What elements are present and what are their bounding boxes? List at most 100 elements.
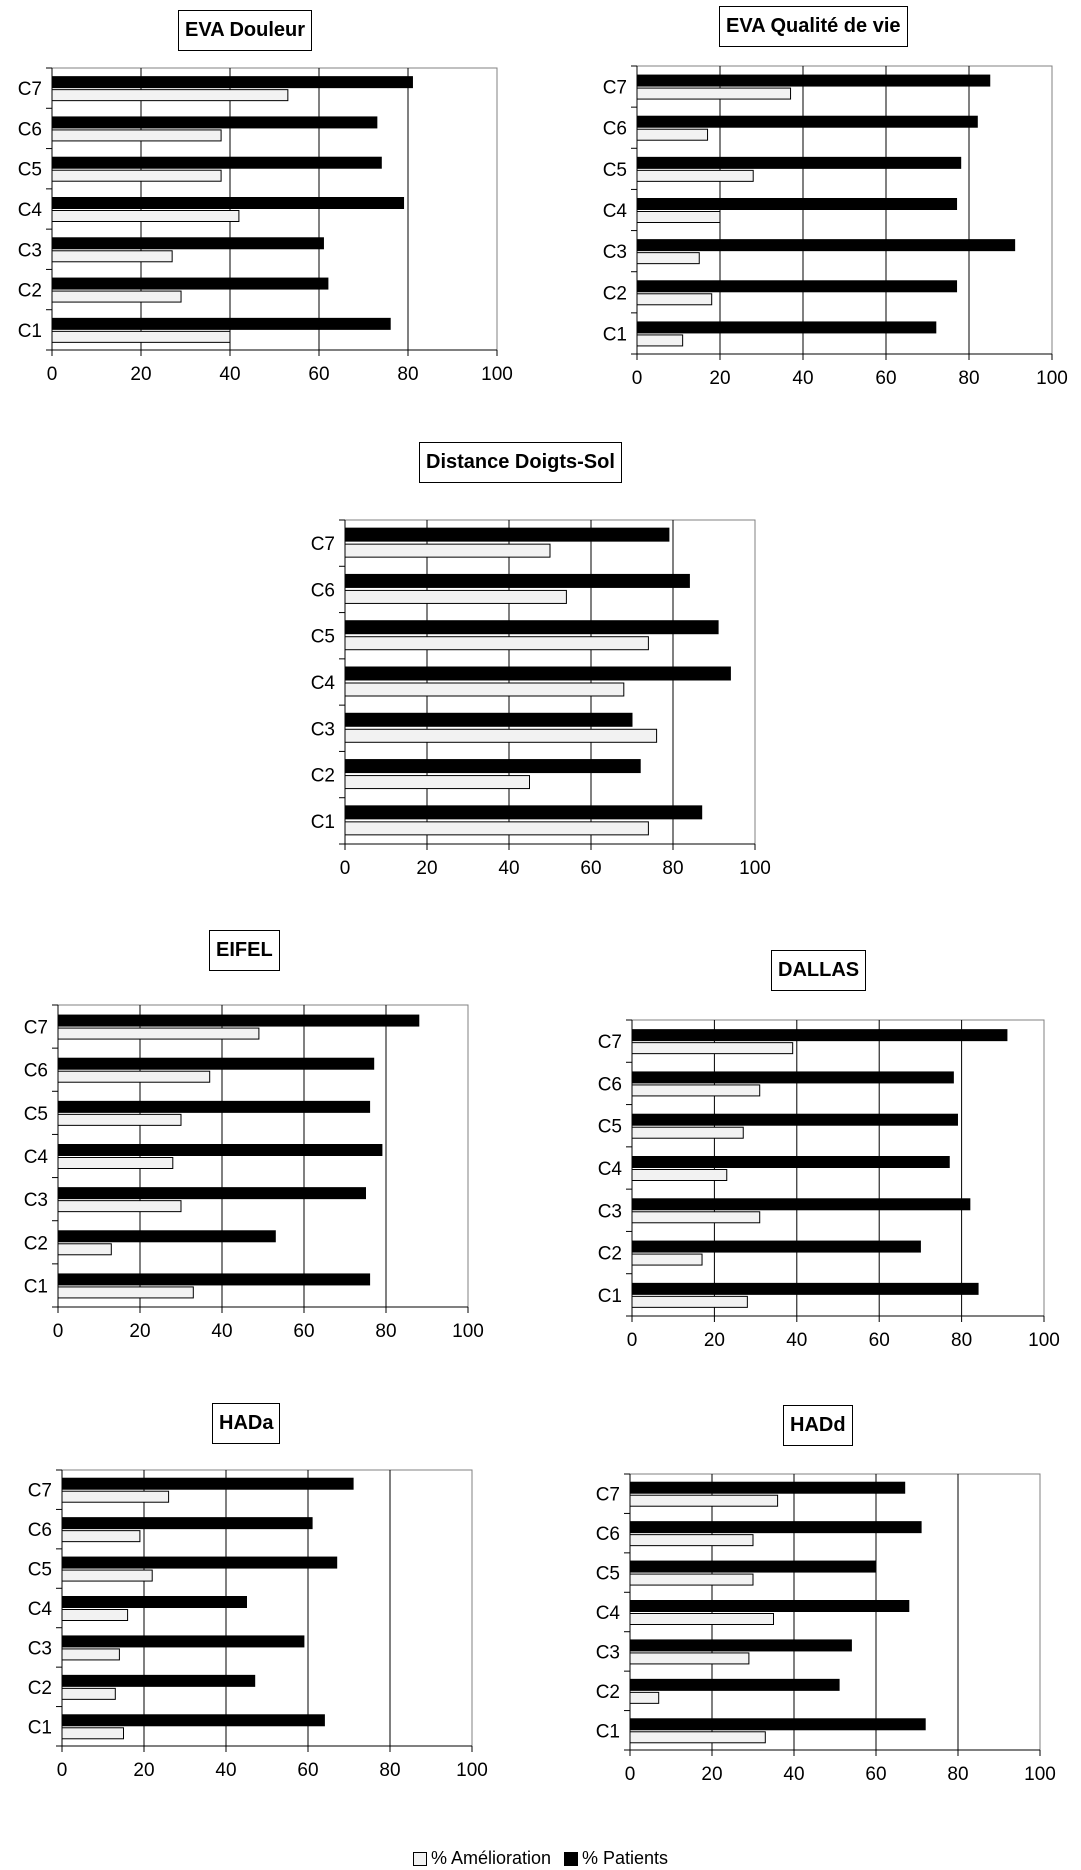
x-tick-label: 20 <box>701 1764 722 1785</box>
x-tick-label: 0 <box>627 1330 638 1351</box>
legend-swatch-amelioration <box>412 1852 427 1867</box>
y-tick-label: C5 <box>311 627 335 648</box>
chart-panel-hadd: HADd 0 20 40 60 80 100 C1 C2 C3 C4 C5 C6 C7 <box>585 0 1081 1840</box>
x-tick-label: 60 <box>293 1321 314 1342</box>
bar-patients <box>631 1113 958 1126</box>
bar-amelioration <box>344 636 649 651</box>
bar-amelioration <box>636 87 792 100</box>
bar-patients <box>631 1198 971 1211</box>
bar-patients <box>344 620 719 635</box>
x-tick-label: 0 <box>53 1321 64 1342</box>
x-tick-label: 20 <box>709 368 730 389</box>
x-tick-label: 100 <box>1028 1330 1060 1351</box>
bar-patients <box>344 666 731 681</box>
y-tick-label: C4 <box>24 1147 49 1168</box>
y-tick-label: C6 <box>28 1520 52 1541</box>
x-tick-label: 40 <box>498 858 519 879</box>
x-tick-label: 80 <box>951 1330 972 1351</box>
bar-patients <box>629 1481 906 1494</box>
y-tick-label: C1 <box>598 1286 622 1307</box>
bar-amelioration <box>344 589 567 604</box>
bar-patients <box>61 1517 313 1530</box>
chart-svg: 0 20 40 60 80 100 C1 C2 C3 C4 C5 C6 C7 <box>18 67 513 385</box>
bar-amelioration <box>61 1569 153 1582</box>
x-tick-label: 80 <box>947 1764 968 1785</box>
legend-item-amelioration: % Amélioration <box>412 1848 556 1868</box>
x-tick-label: 40 <box>211 1321 232 1342</box>
bar-amelioration <box>344 775 530 790</box>
bar-patients <box>61 1596 247 1608</box>
y-tick-label: C1 <box>18 321 42 342</box>
bar-patients <box>61 1556 338 1569</box>
y-tick-label: C6 <box>311 580 335 601</box>
x-tick-label: 80 <box>397 364 418 385</box>
bar-patients <box>629 1521 922 1534</box>
y-tick-label: C7 <box>28 1481 52 1502</box>
bar-patients <box>51 277 329 290</box>
y-tick-label: C2 <box>24 1233 48 1254</box>
bar-patients <box>629 1678 840 1691</box>
y-tick-label: C6 <box>598 1074 622 1095</box>
bar-amelioration <box>57 1157 174 1169</box>
x-tick-label: 40 <box>786 1330 807 1351</box>
bar-amelioration <box>57 1286 194 1299</box>
y-tick-label: C3 <box>28 1638 52 1659</box>
y-tick-label: C6 <box>18 119 42 140</box>
bar-patients <box>636 74 991 87</box>
y-tick-label: C2 <box>18 281 42 302</box>
y-tick-label: C6 <box>24 1061 48 1082</box>
bar-amelioration <box>61 1490 170 1503</box>
x-tick-label: 60 <box>869 1330 890 1351</box>
y-tick-label: C1 <box>596 1721 620 1742</box>
y-tick-label: C2 <box>598 1244 622 1265</box>
bar-amelioration <box>51 250 173 263</box>
bar-amelioration <box>61 1727 124 1740</box>
bar-amelioration <box>51 210 240 222</box>
bar-amelioration <box>631 1253 703 1266</box>
x-tick-label: 20 <box>129 1321 150 1342</box>
bar-amelioration <box>631 1126 744 1139</box>
bar-amelioration <box>631 1042 794 1055</box>
x-tick-label: 0 <box>625 1764 636 1785</box>
x-tick-label: 40 <box>215 1760 236 1781</box>
y-tick-label: C2 <box>596 1682 620 1703</box>
bar-amelioration <box>61 1609 129 1621</box>
x-tick-label: 80 <box>375 1321 396 1342</box>
bar-amelioration <box>51 330 231 343</box>
bar-patients <box>636 156 962 169</box>
x-tick-label: 20 <box>416 858 437 879</box>
bar-amelioration <box>629 1573 754 1586</box>
bar-amelioration <box>636 334 684 347</box>
bar-amelioration <box>344 821 649 836</box>
bar-patients <box>636 280 958 293</box>
bar-amelioration <box>629 1652 750 1665</box>
y-tick-label: C7 <box>598 1032 622 1053</box>
y-tick-label: C3 <box>598 1201 622 1222</box>
bar-patients <box>631 1029 1008 1042</box>
y-tick-label: C6 <box>596 1524 620 1545</box>
chart-title: HADd <box>783 1405 853 1446</box>
legend-swatch-patients <box>564 1852 579 1867</box>
bar-amelioration <box>629 1731 766 1744</box>
legend-item-patients: % Patients <box>564 1848 668 1868</box>
chart-legend: % Amélioration % Patients <box>0 1848 1081 1869</box>
x-tick-label: 0 <box>632 368 643 389</box>
chart-title: EVA Qualité de vie <box>719 6 908 47</box>
x-tick-label: 0 <box>57 1760 68 1781</box>
bar-patients <box>61 1714 325 1727</box>
x-tick-label: 20 <box>130 364 151 385</box>
y-tick-label: C4 <box>603 201 628 222</box>
bar-patients <box>344 805 703 820</box>
y-tick-label: C4 <box>596 1603 621 1624</box>
chart-title: Distance Doigts-Sol <box>419 442 622 483</box>
x-tick-label: 40 <box>792 368 813 389</box>
chart-title: EIFEL <box>209 930 280 971</box>
bar-patients <box>629 1718 926 1731</box>
y-tick-label: C1 <box>24 1276 48 1297</box>
bar-patients <box>57 1057 375 1070</box>
y-tick-label: C7 <box>596 1485 620 1506</box>
bar-patients <box>629 1600 910 1612</box>
y-tick-label: C4 <box>28 1599 53 1620</box>
bar-patients <box>631 1240 921 1253</box>
chart-title: DALLAS <box>771 950 867 991</box>
